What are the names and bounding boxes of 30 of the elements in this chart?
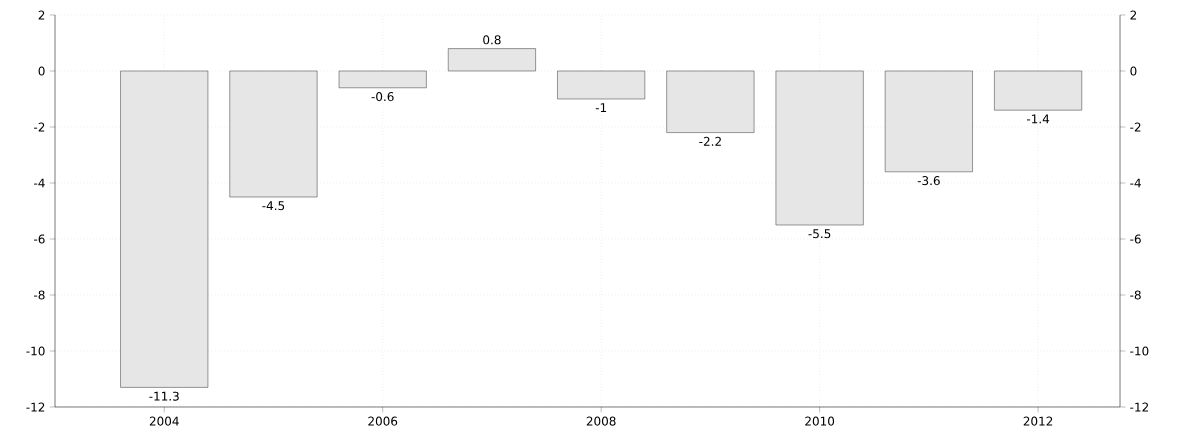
data-label: -1.4	[1026, 114, 1050, 124]
y2-tick-label: -2	[1130, 122, 1141, 132]
data-label: 0.8	[483, 35, 501, 45]
y2-tick-label: 0	[1130, 66, 1137, 76]
y-tick-label: -2	[34, 122, 45, 132]
data-label: -5.5	[808, 229, 831, 239]
x-tick-label: 2008	[586, 416, 616, 426]
x-tick-label: 2010	[805, 416, 835, 426]
y-tick-label: -12	[26, 402, 45, 412]
y2-tick-label: -12	[1130, 402, 1149, 412]
y2-tick-label: -4	[1130, 178, 1141, 188]
y2-tick-label: -10	[1130, 346, 1149, 356]
y2-tick-label: 2	[1130, 10, 1137, 20]
y-tick-label: 0	[38, 66, 45, 76]
y2-tick-label: -8	[1130, 290, 1141, 300]
data-label: -11.3	[149, 391, 179, 401]
x-tick-label: 2006	[368, 416, 398, 426]
y-tick-label: -4	[34, 178, 45, 188]
data-label: -2.2	[699, 136, 721, 146]
data-label: -4.5	[262, 201, 285, 211]
x-tick-label: 2004	[149, 416, 179, 426]
y-tick-label: -6	[34, 234, 45, 244]
y-tick-label: -10	[26, 346, 45, 356]
y-tick-label: -8	[34, 290, 45, 300]
data-label: -0.6	[371, 92, 394, 102]
y2-tick-label: -6	[1130, 234, 1141, 244]
data-label: -1	[595, 103, 607, 113]
y-tick-label: 2	[38, 10, 45, 20]
data-label: -3.6	[917, 176, 940, 186]
x-tick-label: 2012	[1023, 416, 1053, 426]
